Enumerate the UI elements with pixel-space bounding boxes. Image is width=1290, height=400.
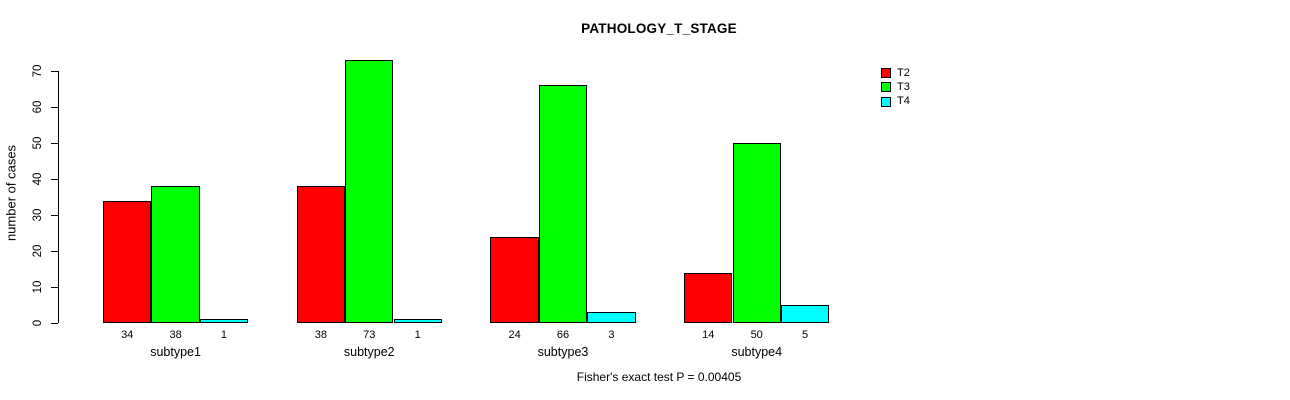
bar-subtype2-T4 <box>393 319 442 323</box>
bar-subtype1-T3 <box>151 186 200 323</box>
y-tick-label: 70 <box>32 64 44 78</box>
footer-annotation: Fisher's exact test P = 0.00405 <box>576 370 742 384</box>
y-tick <box>51 70 58 72</box>
bar-value-label: 34 <box>121 329 134 341</box>
bar-value-label: 50 <box>750 329 763 341</box>
y-tick-label: 50 <box>32 136 44 150</box>
y-tick <box>51 286 58 288</box>
y-tick-label: 0 <box>32 319 44 327</box>
category-label-subtype3: subtype3 <box>537 345 589 359</box>
bar-value-label: 1 <box>220 329 228 341</box>
bar-subtype2-T2 <box>296 186 346 323</box>
y-tick <box>51 142 58 144</box>
legend-row-T4: T4 <box>881 95 910 109</box>
category-label-subtype4: subtype4 <box>731 345 783 359</box>
y-tick-label: 40 <box>32 172 44 186</box>
bar-value-label: 66 <box>556 329 570 341</box>
legend-swatch-icon <box>881 96 891 107</box>
y-tick-label: 20 <box>32 244 44 258</box>
bar-value-label: 5 <box>802 329 809 341</box>
y-tick <box>51 250 58 252</box>
y-tick <box>51 106 58 108</box>
bar-value-label: 14 <box>702 329 715 341</box>
y-tick <box>51 322 58 324</box>
chart-title: PATHOLOGY_T_STAGE <box>581 21 737 36</box>
legend-row-T2: T2 <box>881 66 910 80</box>
legend-row-T3: T3 <box>881 80 910 94</box>
bar-subtype4-T2 <box>684 272 733 323</box>
bar-subtype1-T2 <box>103 200 152 323</box>
bar-subtype4-T4 <box>780 305 830 323</box>
legend-swatch-icon <box>881 68 891 78</box>
y-tick-label: 30 <box>32 208 44 222</box>
y-axis-label: number of cases <box>3 144 19 242</box>
bar-subtype2-T3 <box>345 60 394 323</box>
bar-value-label: 73 <box>363 329 376 341</box>
category-label-subtype2: subtype2 <box>343 345 395 359</box>
bar-subtype1-T4 <box>199 319 249 323</box>
category-label-subtype1: subtype1 <box>150 345 201 359</box>
bar-subtype3-T3 <box>538 85 588 323</box>
bar-value-label: 38 <box>169 329 182 341</box>
bar-value-label: 38 <box>314 329 327 341</box>
legend-label: T3 <box>897 80 910 93</box>
y-axis-line <box>58 71 59 323</box>
bar-subtype3-T2 <box>490 236 539 323</box>
legend-label: T2 <box>897 66 910 79</box>
y-tick-label: 10 <box>32 280 44 294</box>
bar-subtype4-T3 <box>732 143 781 323</box>
y-tick-label: 60 <box>32 100 44 114</box>
bar-value-label: 24 <box>508 329 521 341</box>
bar-value-label: 3 <box>608 329 615 341</box>
legend-label: T4 <box>897 95 910 108</box>
bar-subtype3-T4 <box>587 312 636 323</box>
legend: T2 T3 T4 <box>881 66 910 109</box>
legend-swatch-icon <box>881 82 891 93</box>
y-tick <box>51 214 58 216</box>
bar-value-label: 1 <box>414 329 421 341</box>
y-tick <box>51 178 58 180</box>
